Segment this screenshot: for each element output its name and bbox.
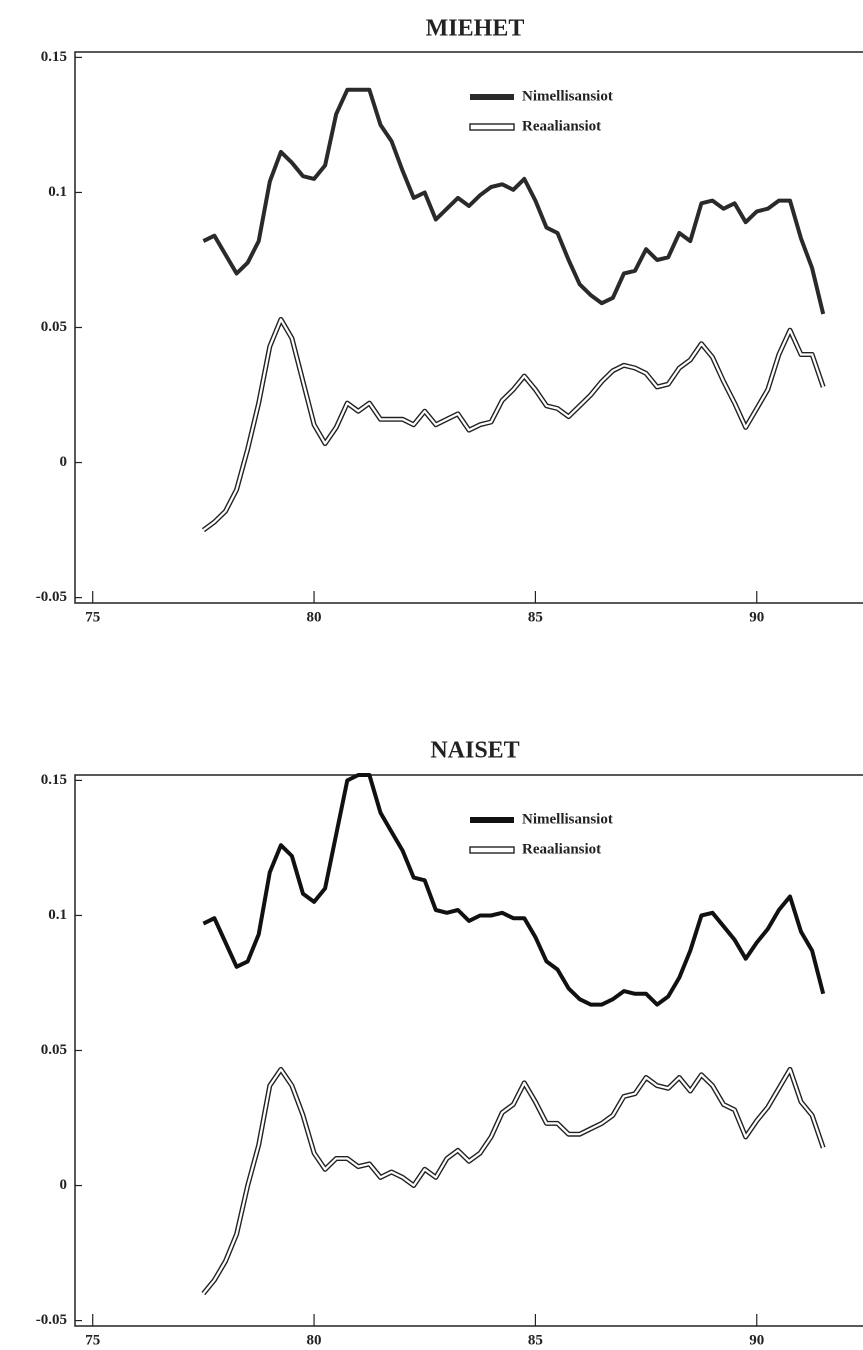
x-tick-label: 85 [528, 609, 543, 625]
y-tick-label: 0 [60, 454, 68, 470]
y-tick-label: 0.05 [41, 1042, 67, 1058]
legend-label: Reaaliansiot [522, 841, 601, 857]
legend-label: Nimellisansiot [522, 811, 613, 827]
y-tick-label: 0.15 [41, 772, 67, 788]
series-line-outline [201, 316, 826, 533]
x-tick-label: 80 [307, 1332, 322, 1348]
legend-swatch [469, 123, 515, 131]
y-tick-label: -0.05 [36, 589, 67, 605]
y-tick-label: 0.15 [41, 49, 67, 65]
x-tick-label: 90 [749, 609, 764, 625]
plot-frame [74, 51, 863, 604]
chart-title: NAISET [430, 738, 519, 764]
legend-label: Nimellisansiot [522, 88, 613, 104]
series-line [202, 87, 826, 315]
y-tick-label: 0.05 [41, 319, 67, 335]
y-tick-label: 0 [60, 1177, 68, 1193]
x-tick-label: 90 [749, 1332, 764, 1348]
series-line [202, 318, 825, 531]
plot-frame [74, 774, 863, 1327]
x-tick-label: 80 [307, 609, 322, 625]
chart-title: MIEHET [426, 16, 525, 42]
series-line [202, 1068, 825, 1295]
x-tick-label: 75 [85, 1332, 100, 1348]
x-tick-label: 75 [85, 609, 100, 625]
legend-label: Reaaliansiot [522, 118, 601, 134]
y-tick-label: -0.05 [36, 1312, 67, 1328]
series-line [202, 773, 826, 1007]
legend-swatch [470, 94, 514, 100]
legend-swatch [469, 846, 515, 854]
y-tick-label: 0.1 [48, 907, 67, 923]
legend-swatch [470, 817, 514, 823]
y-tick-label: 0.1 [48, 184, 67, 200]
x-tick-label: 85 [528, 1332, 543, 1348]
